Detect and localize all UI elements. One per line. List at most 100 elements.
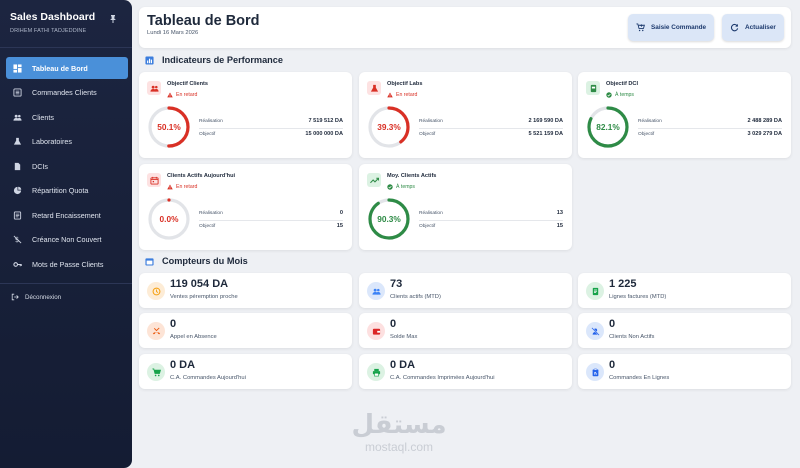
warning-icon	[387, 92, 393, 98]
sidebar-item-repartition-quota[interactable]: Répartition Quota	[6, 180, 128, 202]
counter-value: 0 DA	[390, 359, 416, 371]
sidebar-item-label: Tableau de Bord	[32, 63, 88, 73]
cart-icon	[151, 367, 161, 376]
actualiser-label: Actualiser	[745, 24, 776, 31]
kpi-card: Objectif DCI À temps 82.1% Réalisation 2…	[578, 72, 791, 158]
logout-label: Déconnexion	[25, 293, 62, 301]
pie-chart-icon	[13, 186, 22, 195]
sidebar-item-clients[interactable]: Clients	[6, 106, 128, 128]
people-icon	[13, 114, 22, 121]
sidebar-item-label: Clients	[32, 112, 54, 122]
objectif-label: Objectif	[199, 224, 216, 229]
gauge-fill	[368, 198, 410, 240]
refresh-icon	[730, 23, 739, 32]
kpi-row-objectif: Objectif 15	[419, 223, 563, 234]
counter-value: 0 DA	[170, 359, 196, 371]
flask-icon	[13, 137, 22, 145]
sidebar-item-dcis[interactable]: DCIs	[6, 155, 128, 177]
objectif-label: Objectif	[199, 132, 216, 137]
kpi-percent: 50.1%	[157, 122, 181, 132]
kpi-percent: 0.0%	[159, 214, 179, 224]
counter-label: Appel en Absence	[170, 334, 217, 340]
kpi-divider	[419, 220, 563, 221]
kpi-gauge	[587, 106, 629, 148]
counter-card: 0 Commandes En Lignes	[578, 354, 791, 389]
kpi-row-realisation: Réalisation 0	[199, 210, 343, 221]
kpi-row-realisation: Réalisation 2 169 590 DA	[419, 118, 563, 129]
kpi-icon-box	[367, 81, 381, 95]
counter-value: 1 225	[609, 278, 637, 290]
counter-icon-box	[586, 282, 604, 300]
realisation-label: Réalisation	[199, 211, 223, 216]
kpi-row-objectif: Objectif 5 521 159 DA	[419, 131, 563, 142]
gauge-fill	[368, 106, 410, 148]
realisation-value: 7 519 512 DA	[308, 118, 343, 124]
sidebar-item-mots-de-passe-clients[interactable]: Mots de Passe Clients	[6, 253, 128, 275]
kpi-card: Objectif Labs En retard 39.3% Réalisatio…	[359, 72, 572, 158]
realisation-value: 2 169 590 DA	[528, 118, 563, 124]
realisation-value: 0	[339, 210, 343, 216]
sidebar-item-tableau-de-bord[interactable]: Tableau de Bord	[6, 57, 128, 79]
performance-section-title: Indicateurs de Performance	[145, 55, 283, 65]
kpi-title: Objectif Labs	[387, 81, 423, 87]
kpi-divider	[199, 220, 343, 221]
sidebar-item-retard-encaissement[interactable]: Retard Encaissement	[6, 204, 128, 226]
kpi-card: Moy. Clients Actifs À temps 90.3% Réalis…	[359, 164, 572, 250]
kpi-row-realisation: Réalisation 7 519 512 DA	[199, 118, 343, 129]
counter-label: Commandes En Lignes	[609, 375, 670, 381]
kpi-percent: 90.3%	[377, 214, 401, 224]
counter-card: 73 Clients actifs (MTD)	[359, 273, 572, 308]
kpi-divider	[638, 128, 782, 129]
calendar-box-icon	[145, 257, 154, 266]
kpi-status-text: En retard	[176, 92, 198, 98]
counter-icon-box	[147, 363, 165, 381]
counter-card: 0 DA C.A. Commandes Imprimées Aujourd'hu…	[359, 354, 572, 389]
counter-card: 0 Solde Max	[359, 313, 572, 348]
kpi-row-realisation: Réalisation 2 488 289 DA	[638, 118, 782, 129]
sidebar-item-laboratoires[interactable]: Laboratoires	[6, 131, 128, 153]
sidebar-item-label: Mots de Passe Clients	[32, 259, 104, 269]
kpi-status: En retard	[167, 184, 197, 190]
watermark: مستقل mostaql.com	[348, 410, 450, 462]
receipt-icon	[13, 210, 22, 220]
sidebar-item-commandes-clients[interactable]: Commandes Clients	[6, 82, 128, 104]
watermark-arabic: مستقل	[351, 410, 447, 440]
performance-title-text: Indicateurs de Performance	[162, 55, 284, 65]
kpi-title: Objectif DCI	[606, 81, 639, 87]
pin-icon[interactable]	[108, 14, 118, 24]
counter-icon-box	[586, 322, 604, 340]
logout-button[interactable]: Déconnexion	[0, 284, 132, 301]
actualiser-button[interactable]: Actualiser	[722, 14, 784, 41]
list-icon	[13, 88, 22, 97]
people-icon	[149, 85, 159, 92]
check-circle-icon	[606, 92, 612, 98]
sidebar-divider	[0, 283, 132, 284]
money-off-icon: $	[13, 235, 22, 244]
kpi-icon-box	[147, 173, 161, 187]
counter-value: 0	[390, 318, 397, 330]
kpi-divider	[419, 128, 563, 129]
counter-label: Ventes péremption proche	[170, 294, 238, 300]
user-name: DRIHEM FATHI TADJEDDINE	[10, 28, 87, 34]
saisie-commande-button[interactable]: Saisie Commande	[628, 14, 714, 41]
objectif-value: 15 000 000 DA	[305, 131, 343, 137]
counter-value: 0	[170, 318, 177, 330]
kpi-row-objectif: Objectif 15 000 000 DA	[199, 131, 343, 142]
clock-icon	[152, 287, 160, 295]
kpi-gauge	[148, 198, 190, 240]
sidebar-item-label: DCIs	[32, 161, 48, 171]
counters-title-text: Compteurs du Mois	[162, 256, 248, 266]
realisation-label: Réalisation	[199, 119, 223, 124]
counter-label: Clients actifs (MTD)	[390, 294, 441, 300]
realisation-value: 2 488 289 DA	[747, 118, 782, 124]
kpi-status-text: En retard	[396, 92, 418, 98]
counter-card: 0 DA C.A. Commandes Aujourd'hui	[139, 354, 352, 389]
check-circle-icon	[387, 184, 393, 190]
sidebar-nav: Tableau de Bord Commandes Clients Client…	[0, 48, 132, 275]
warning-icon	[167, 184, 173, 190]
sidebar-item-creance-non-couvert[interactable]: $ Créance Non Couvert	[6, 229, 128, 251]
objectif-label: Objectif	[638, 132, 655, 137]
objectif-label: Objectif	[419, 132, 436, 137]
counter-icon-box	[367, 322, 385, 340]
sidebar-item-label: Commandes Clients	[32, 88, 97, 97]
